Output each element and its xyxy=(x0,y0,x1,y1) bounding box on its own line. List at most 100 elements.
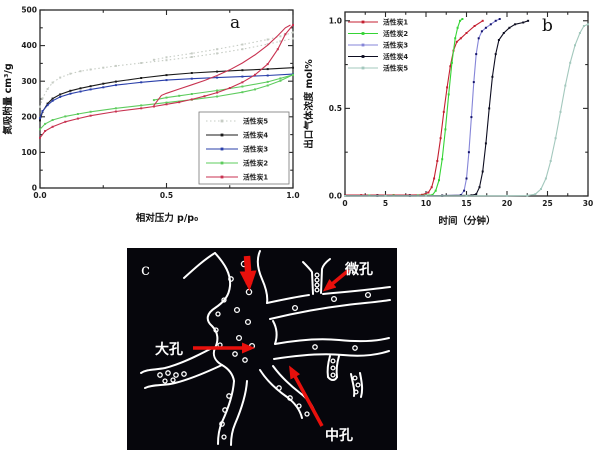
series-marker xyxy=(140,77,143,79)
series-marker xyxy=(266,38,269,41)
stub-wall-2 xyxy=(335,355,340,378)
series-marker xyxy=(46,88,49,90)
series-marker xyxy=(152,99,155,102)
series-marker xyxy=(51,99,54,102)
series-marker xyxy=(241,75,244,78)
mesopore-arrow xyxy=(289,365,324,427)
series-marker xyxy=(165,79,168,82)
series-marker xyxy=(190,52,193,55)
series-marker xyxy=(522,21,525,24)
series-marker xyxy=(165,59,168,62)
series-marker xyxy=(446,86,449,89)
trunk-right-wall xyxy=(256,250,269,304)
series-marker xyxy=(203,95,206,98)
x-axis-title: 相对压力 p/p₀ xyxy=(136,212,199,224)
series-marker xyxy=(491,75,494,78)
series-marker xyxy=(494,53,497,56)
inlet-arrow xyxy=(239,255,257,291)
right-leg-upper xyxy=(259,369,303,419)
series-marker xyxy=(454,37,457,40)
series-marker xyxy=(69,89,72,92)
legend-entry-label: 活性炭1 xyxy=(243,172,268,181)
series-marker xyxy=(292,73,294,76)
series-marker xyxy=(514,23,517,26)
lower-right-channel-upper xyxy=(274,337,390,345)
x-tick-label: 20 xyxy=(502,199,512,208)
series-marker xyxy=(292,37,294,40)
series-marker xyxy=(279,79,282,82)
series-marker xyxy=(59,93,62,96)
top-left-horn-wall xyxy=(183,252,216,279)
series-marker xyxy=(190,56,193,58)
panel-letter: b xyxy=(542,16,553,36)
series-marker xyxy=(473,25,476,27)
series-marker xyxy=(51,81,54,84)
y-tick-label: 200 xyxy=(21,112,37,121)
y-tick-label: 0 xyxy=(32,184,37,193)
series-marker xyxy=(569,61,572,64)
series-marker xyxy=(540,188,542,190)
diagram-background xyxy=(127,248,397,450)
series-marker xyxy=(114,107,117,110)
x-tick-label: 30 xyxy=(583,199,593,208)
legend-entry-label: 活性炭2 xyxy=(383,29,408,38)
right-channel-lower xyxy=(269,299,391,320)
series-marker xyxy=(480,30,483,33)
series-marker xyxy=(89,68,92,71)
series-marker xyxy=(241,48,244,51)
series-marker xyxy=(102,82,105,85)
x-tick-label: 15 xyxy=(461,199,471,208)
series-marker xyxy=(216,95,219,98)
series-marker xyxy=(444,128,447,131)
series-marker xyxy=(484,26,487,29)
series-marker xyxy=(502,32,505,34)
series-marker xyxy=(165,56,168,59)
series-marker xyxy=(89,110,92,113)
series-line-活性炭5 xyxy=(345,23,589,197)
series-marker xyxy=(450,61,453,64)
series-marker xyxy=(475,53,478,56)
series-marker xyxy=(241,91,244,94)
series-line-活性炭5 xyxy=(39,37,294,107)
series-marker xyxy=(506,194,508,197)
series-marker xyxy=(140,107,143,110)
y-tick-label: 300 xyxy=(21,77,37,86)
series-marker xyxy=(465,32,468,34)
series-marker xyxy=(442,110,445,113)
legend-marker-sample xyxy=(220,175,224,179)
left-branch-upper xyxy=(140,347,213,374)
series-marker xyxy=(76,113,79,115)
series-marker xyxy=(441,158,444,161)
series-marker xyxy=(46,102,49,105)
series-marker xyxy=(472,81,475,84)
series-marker xyxy=(216,70,219,73)
series-marker xyxy=(44,122,47,125)
series-marker xyxy=(190,98,193,101)
series-marker xyxy=(284,33,287,36)
series-marker xyxy=(439,137,442,140)
y-axis-title: 出口气体浓度 mol% xyxy=(303,59,315,149)
y-tick-label: 1.0 xyxy=(329,16,342,25)
series-marker xyxy=(140,81,143,84)
series-marker xyxy=(384,194,387,197)
series-marker xyxy=(51,119,54,121)
stub-wall-1 xyxy=(326,355,331,378)
annotation-arrows xyxy=(193,255,351,427)
series-marker xyxy=(459,37,462,40)
series-marker xyxy=(266,68,269,71)
series-marker xyxy=(292,24,294,26)
series-marker xyxy=(114,110,117,113)
series-marker xyxy=(508,26,511,29)
series-marker xyxy=(165,101,168,104)
legend-entry-label: 活性炭5 xyxy=(383,63,408,72)
series-marker xyxy=(266,84,269,87)
series-marker xyxy=(564,84,567,87)
y-axis-title: 氮吸附量 cm³/g xyxy=(2,63,14,134)
series-line-活性炭2-脱附支 xyxy=(153,74,294,101)
trunk-right-wall-lower xyxy=(272,320,278,345)
series-marker xyxy=(554,137,557,140)
series-marker xyxy=(292,31,294,34)
x-tick-label: 1.0 xyxy=(286,191,299,200)
y-tick-label: 500 xyxy=(21,6,37,15)
series-marker xyxy=(279,35,282,38)
